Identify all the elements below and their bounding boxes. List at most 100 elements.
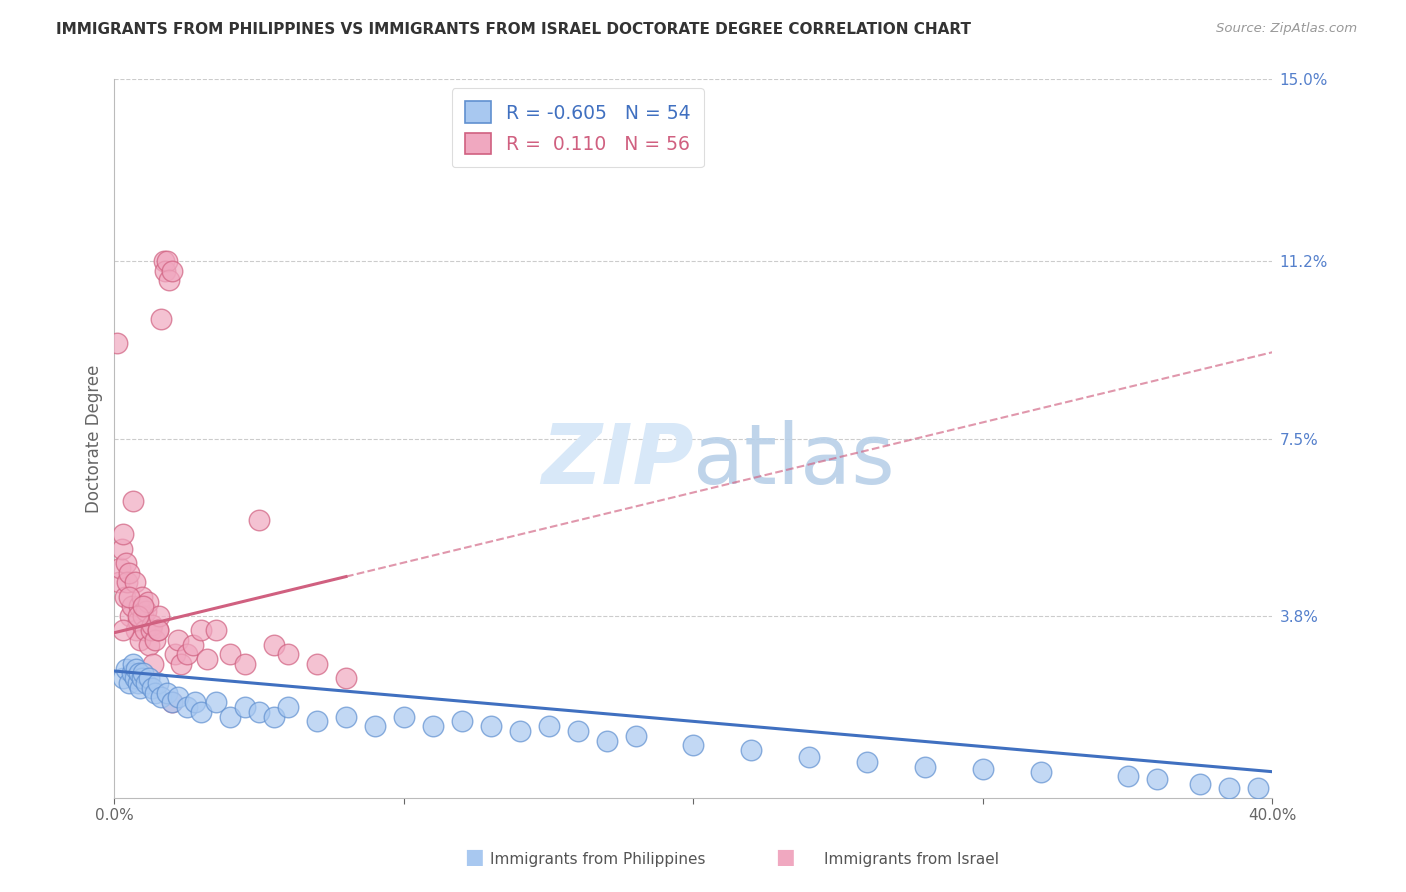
Point [233, 700, 256, 714]
Text: IMMIGRANTS FROM PHILIPPINES VS IMMIGRANTS FROM ISRAEL DOCTORATE DEGREE CORRELATI: IMMIGRANTS FROM PHILIPPINES VS IMMIGRANT… [56, 22, 972, 37]
Point [107, 575, 129, 590]
Point [176, 647, 198, 661]
Point [263, 638, 285, 652]
Point [1029, 764, 1052, 779]
Text: Immigrants from Israel: Immigrants from Israel [824, 852, 998, 867]
Point [165, 647, 187, 661]
Point [148, 608, 170, 623]
Point [141, 681, 163, 695]
Point [277, 700, 299, 714]
Point [204, 624, 226, 638]
Point [1247, 781, 1270, 796]
Point [364, 719, 387, 733]
Point [124, 671, 146, 685]
Point [121, 666, 143, 681]
Point [115, 556, 138, 570]
Point [537, 719, 560, 733]
Point [682, 739, 704, 753]
Point [204, 695, 226, 709]
Point [112, 624, 135, 638]
Point [132, 666, 155, 681]
Point [167, 690, 190, 705]
Point [134, 624, 156, 638]
Point [153, 264, 176, 278]
Point [128, 666, 150, 681]
Point [111, 541, 134, 556]
Point [190, 624, 212, 638]
Point [112, 527, 135, 541]
Point [167, 632, 190, 647]
Point [149, 690, 172, 705]
Point [127, 614, 149, 628]
Point [307, 714, 329, 729]
Point [129, 681, 152, 695]
Point [141, 618, 163, 632]
Point [149, 311, 172, 326]
Point [122, 493, 145, 508]
Point [263, 709, 285, 723]
Text: Source: ZipAtlas.com: Source: ZipAtlas.com [1216, 22, 1357, 36]
Point [132, 599, 155, 614]
Text: ■: ■ [775, 847, 794, 867]
Point [114, 590, 136, 604]
Point [624, 729, 647, 743]
Point [219, 647, 242, 661]
Point [132, 608, 155, 623]
Point [118, 590, 141, 604]
Point [1189, 777, 1212, 791]
Point [162, 695, 184, 709]
Point [146, 676, 169, 690]
Point [117, 575, 139, 590]
Point [479, 719, 502, 733]
Point [155, 254, 177, 268]
Point [125, 624, 148, 638]
Point [135, 604, 157, 618]
Point [127, 676, 149, 690]
Point [118, 676, 141, 690]
Point [125, 662, 148, 676]
Point [219, 709, 242, 723]
Point [108, 561, 131, 575]
Legend: R = -0.605   N = 54, R =  0.110   N = 56: R = -0.605 N = 54, R = 0.110 N = 56 [451, 88, 703, 168]
Y-axis label: Doctorate Degree: Doctorate Degree [86, 364, 103, 513]
Point [162, 264, 184, 278]
Point [170, 657, 193, 671]
Point [392, 709, 415, 723]
Point [1218, 781, 1240, 796]
Point [335, 709, 357, 723]
Point [856, 755, 879, 769]
Point [105, 335, 128, 350]
Point [127, 608, 149, 623]
Point [247, 705, 270, 719]
Point [335, 671, 357, 685]
Point [307, 657, 329, 671]
Point [118, 566, 141, 580]
Point [138, 671, 160, 685]
Point [124, 575, 146, 590]
Point [112, 671, 135, 685]
Point [972, 762, 994, 776]
Point [143, 685, 166, 699]
Point [422, 719, 444, 733]
Point [1146, 772, 1168, 786]
Point [142, 657, 165, 671]
Point [247, 513, 270, 527]
Point [799, 750, 821, 764]
Point [509, 723, 531, 738]
Point [277, 647, 299, 661]
Point [139, 624, 162, 638]
Point [162, 695, 184, 709]
Point [233, 657, 256, 671]
Point [567, 723, 589, 738]
Point [190, 705, 212, 719]
Point [120, 608, 142, 623]
Point [146, 624, 169, 638]
Point [121, 599, 143, 614]
Point [1116, 770, 1139, 784]
Point [128, 599, 150, 614]
Point [450, 714, 472, 729]
Text: ZIP: ZIP [541, 419, 693, 500]
Text: ■: ■ [464, 847, 484, 867]
Text: atlas: atlas [693, 419, 896, 500]
Point [143, 632, 166, 647]
